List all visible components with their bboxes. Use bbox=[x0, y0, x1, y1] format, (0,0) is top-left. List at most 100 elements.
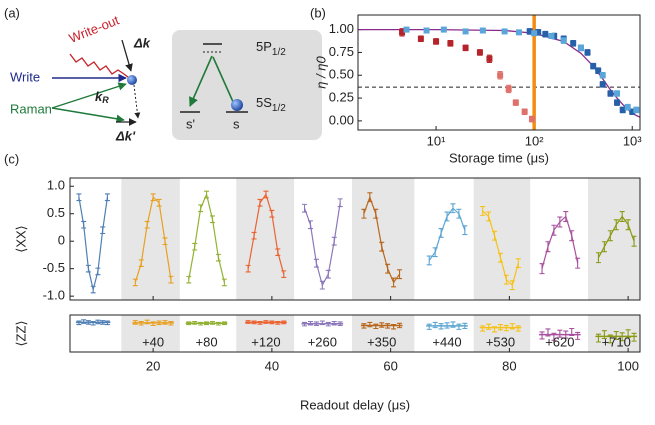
xx-point bbox=[613, 219, 619, 231]
xx-point bbox=[385, 263, 391, 274]
xx-point bbox=[509, 280, 515, 291]
xx-point bbox=[631, 235, 637, 247]
xx-curve bbox=[188, 192, 225, 283]
zz-point bbox=[432, 321, 438, 329]
xx-point bbox=[373, 208, 379, 219]
zz-point bbox=[307, 320, 313, 326]
delay-offset-label: +710 bbox=[602, 334, 631, 349]
data-point bbox=[577, 44, 584, 51]
y-tick-label: -1.0 bbox=[43, 288, 65, 303]
xx-point bbox=[575, 257, 581, 269]
zz-point bbox=[144, 319, 150, 325]
zz-point bbox=[100, 320, 106, 325]
xx-point bbox=[81, 220, 87, 229]
ground-level-label: 5S1/2 bbox=[256, 95, 286, 113]
zz-point bbox=[462, 322, 468, 330]
zz-point bbox=[373, 323, 379, 330]
y-tick-label: 0.50 bbox=[329, 67, 354, 82]
zz-point bbox=[192, 320, 198, 325]
xx-point bbox=[162, 237, 168, 246]
zz-point bbox=[551, 332, 557, 341]
zz-point bbox=[275, 320, 281, 325]
delta-k-prime-label: Δk' bbox=[115, 128, 136, 143]
xx-point bbox=[486, 211, 492, 222]
plot-frame bbox=[69, 314, 641, 353]
xx-point bbox=[337, 198, 343, 208]
segment-shade bbox=[352, 315, 415, 352]
xx-point bbox=[221, 278, 227, 287]
zz-point bbox=[245, 320, 251, 324]
zz-point bbox=[168, 320, 174, 326]
zz-point bbox=[95, 319, 101, 325]
xx-point bbox=[156, 198, 162, 207]
xx-point bbox=[204, 190, 210, 199]
write-out-label: Write-out bbox=[67, 12, 122, 46]
xx-point bbox=[325, 269, 331, 279]
y-tick-label: 0.75 bbox=[329, 44, 354, 59]
zz-point bbox=[162, 320, 168, 325]
delay-offset-label: +40 bbox=[142, 334, 164, 349]
zz-point bbox=[497, 324, 503, 331]
zz-point bbox=[607, 334, 613, 344]
data-point bbox=[479, 27, 486, 34]
xx-point bbox=[245, 264, 251, 273]
zz-point bbox=[486, 323, 492, 330]
xx-point bbox=[307, 220, 313, 230]
xx-point bbox=[619, 210, 625, 222]
xx-curve bbox=[78, 197, 108, 290]
panel-label: (c) bbox=[4, 151, 19, 166]
y-tick-label: -0.5 bbox=[43, 260, 65, 275]
xx-point bbox=[313, 258, 319, 268]
xx-point bbox=[462, 225, 468, 236]
data-point bbox=[521, 108, 528, 115]
xx-point bbox=[539, 263, 545, 275]
data-point bbox=[423, 27, 430, 34]
data-point bbox=[590, 63, 597, 70]
zz-point bbox=[397, 322, 403, 329]
zz-point bbox=[450, 321, 456, 328]
data-point bbox=[403, 26, 410, 33]
xx-point bbox=[168, 275, 174, 284]
x-tick-label: 10¹ bbox=[427, 133, 446, 148]
delay-offset-label: +620 bbox=[545, 334, 574, 349]
zz-point bbox=[302, 321, 308, 327]
xx-point bbox=[76, 193, 82, 202]
xx-point bbox=[515, 258, 521, 269]
raman-arrow bbox=[51, 82, 127, 109]
delay-offset-label: +80 bbox=[196, 334, 218, 349]
xx-point bbox=[281, 270, 287, 279]
y-tick-label: 0.25 bbox=[329, 89, 354, 104]
xx-point bbox=[186, 275, 192, 284]
zz-point bbox=[503, 324, 509, 332]
zz-point bbox=[221, 321, 227, 326]
data-point bbox=[584, 49, 591, 56]
segment-shade bbox=[121, 178, 180, 300]
zz-point bbox=[545, 328, 551, 337]
zz-point bbox=[385, 323, 391, 329]
data-point bbox=[614, 99, 621, 106]
xx-point bbox=[595, 252, 601, 264]
zz-point bbox=[379, 322, 385, 328]
delay-offset-label: +260 bbox=[308, 334, 337, 349]
xx-point bbox=[492, 230, 498, 241]
data-point bbox=[570, 40, 577, 47]
xx-point bbox=[545, 241, 551, 253]
transition-arrow bbox=[189, 55, 213, 107]
zz-point bbox=[391, 324, 397, 330]
data-point bbox=[462, 44, 469, 51]
xx-point bbox=[90, 285, 96, 294]
zz-point bbox=[251, 320, 257, 325]
xx-curve bbox=[303, 202, 341, 287]
x-tick-label: 20 bbox=[146, 358, 160, 373]
plot-frame bbox=[69, 177, 641, 301]
zz-point bbox=[85, 320, 91, 325]
zz-point bbox=[595, 333, 601, 343]
data-point bbox=[595, 67, 602, 74]
xx-point bbox=[144, 220, 150, 229]
zz-point bbox=[150, 321, 156, 326]
xx-point bbox=[379, 241, 385, 252]
xx-point bbox=[85, 264, 91, 273]
zz-point bbox=[76, 320, 82, 326]
xx-point bbox=[215, 253, 221, 262]
data-point bbox=[512, 99, 519, 106]
